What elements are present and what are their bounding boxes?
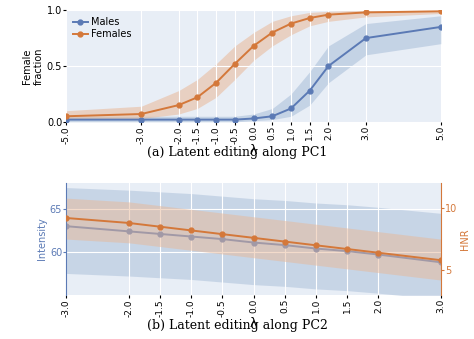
Text: (a) Latent editing along PC1: (a) Latent editing along PC1	[147, 145, 327, 159]
Males	[251, 117, 256, 121]
Males	[438, 25, 444, 29]
Males	[64, 118, 69, 122]
Females	[232, 62, 237, 66]
Males	[138, 118, 144, 122]
Legend: Males, Females: Males, Females	[71, 15, 133, 41]
Females	[251, 44, 256, 48]
Females	[288, 22, 294, 26]
Females	[438, 9, 444, 13]
Females	[363, 11, 369, 15]
Line: Females: Females	[64, 9, 443, 119]
Line: Males: Males	[64, 24, 443, 122]
Y-axis label: Intensity: Intensity	[37, 218, 47, 260]
Males	[288, 106, 294, 111]
Females	[194, 95, 200, 99]
Females	[213, 81, 219, 85]
Males	[213, 118, 219, 122]
Females	[269, 31, 275, 35]
Females	[307, 16, 313, 20]
Females	[138, 112, 144, 116]
Text: (b) Latent editing along PC2: (b) Latent editing along PC2	[146, 319, 328, 332]
Females	[326, 13, 331, 17]
Males	[326, 64, 331, 68]
Females	[64, 114, 69, 118]
Males	[269, 114, 275, 118]
Y-axis label: HNR: HNR	[460, 228, 470, 250]
X-axis label: λ: λ	[250, 317, 257, 330]
Males	[176, 118, 182, 122]
Males	[194, 118, 200, 122]
X-axis label: λ: λ	[250, 144, 257, 157]
Females	[176, 103, 182, 107]
Males	[363, 36, 369, 40]
Y-axis label: Female
fraction: Female fraction	[22, 47, 44, 85]
Males	[232, 118, 237, 122]
Males	[307, 88, 313, 93]
